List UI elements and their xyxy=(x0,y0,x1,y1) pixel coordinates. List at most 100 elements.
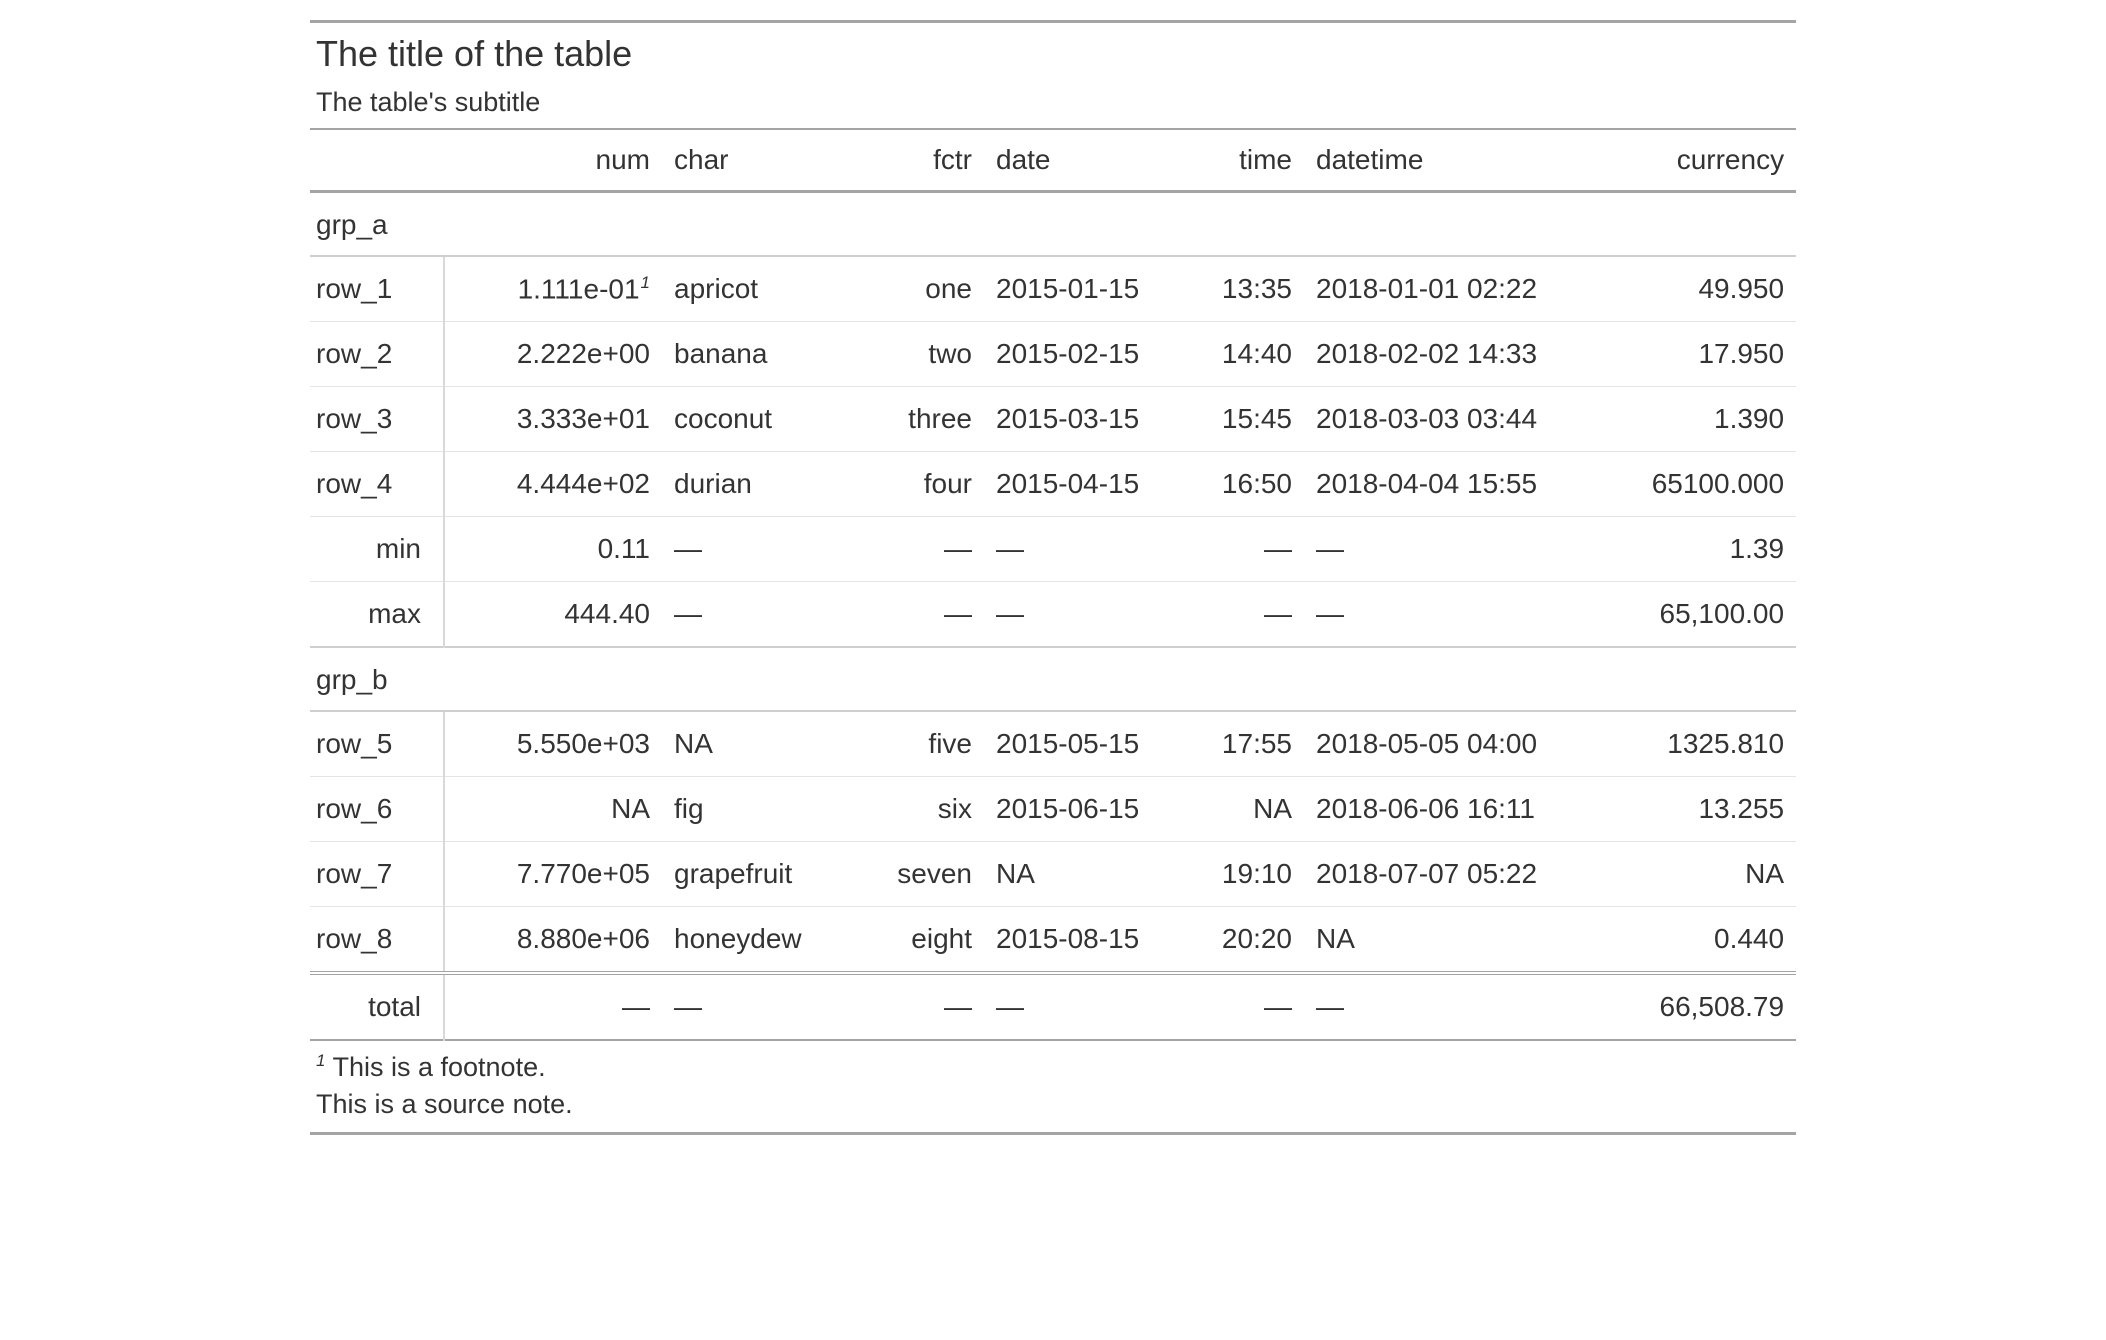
cell-currency: NA xyxy=(1604,842,1796,907)
cell-time: 15:45 xyxy=(1184,387,1304,452)
cell-date: 2015-03-15 xyxy=(984,387,1184,452)
col-char: char xyxy=(662,129,854,192)
summary-row-min: min 0.11 — — — — — 1.39 xyxy=(310,517,1796,582)
group-label-b: grp_b xyxy=(310,647,1796,711)
cell-currency: 13.255 xyxy=(1604,777,1796,842)
cell-currency: 17.950 xyxy=(1604,322,1796,387)
cell-date: — xyxy=(984,973,1184,1040)
grand-stub: total xyxy=(310,973,444,1040)
cell-char: banana xyxy=(662,322,854,387)
cell-datetime: — xyxy=(1304,973,1604,1040)
cell-currency: 65,100.00 xyxy=(1604,582,1796,648)
cell-datetime: — xyxy=(1304,517,1604,582)
table-row: row_4 4.444e+02 durian four 2015-04-15 1… xyxy=(310,452,1796,517)
cell-fctr: — xyxy=(854,517,984,582)
col-currency: currency xyxy=(1604,129,1796,192)
row-stub: row_1 xyxy=(310,256,444,322)
cell-num: NA xyxy=(444,777,662,842)
cell-char: apricot xyxy=(662,256,854,322)
footnote-ref: 1 xyxy=(640,273,650,292)
cell-datetime: 2018-03-03 03:44 xyxy=(1304,387,1604,452)
cell-date: NA xyxy=(984,842,1184,907)
cell-date: 2015-05-15 xyxy=(984,711,1184,777)
cell-time: 14:40 xyxy=(1184,322,1304,387)
row-stub: row_5 xyxy=(310,711,444,777)
row-stub: row_3 xyxy=(310,387,444,452)
cell-char: — xyxy=(662,517,854,582)
cell-currency: 1.39 xyxy=(1604,517,1796,582)
cell-fctr: five xyxy=(854,711,984,777)
cell-currency: 0.440 xyxy=(1604,907,1796,974)
cell-num: 4.444e+02 xyxy=(444,452,662,517)
table-row: row_1 1.111e-011 apricot one 2015-01-15 … xyxy=(310,256,1796,322)
cell-datetime: 2018-04-04 15:55 xyxy=(1304,452,1604,517)
group-label-a: grp_a xyxy=(310,192,1796,257)
stub-head xyxy=(310,129,444,192)
cell-char: coconut xyxy=(662,387,854,452)
summary-row-max: max 444.40 — — — — — 65,100.00 xyxy=(310,582,1796,648)
table-row: row_5 5.550e+03 NA five 2015-05-15 17:55… xyxy=(310,711,1796,777)
table-title: The title of the table xyxy=(316,33,632,74)
row-stub: row_8 xyxy=(310,907,444,974)
footnote: 1 This is a footnote. xyxy=(310,1040,1796,1087)
data-table: The title of the table The table's subti… xyxy=(310,20,1796,1135)
grand-summary-row: total — — — — — — 66,508.79 xyxy=(310,973,1796,1040)
cell-date: — xyxy=(984,582,1184,648)
row-stub: row_4 xyxy=(310,452,444,517)
cell-time: — xyxy=(1184,582,1304,648)
table-row: row_7 7.770e+05 grapefruit seven NA 19:1… xyxy=(310,842,1796,907)
cell-currency: 49.950 xyxy=(1604,256,1796,322)
cell-datetime: 2018-01-01 02:22 xyxy=(1304,256,1604,322)
table-row: row_3 3.333e+01 coconut three 2015-03-15… xyxy=(310,387,1796,452)
cell-num: 444.40 xyxy=(444,582,662,648)
row-stub: row_7 xyxy=(310,842,444,907)
cell-fctr: three xyxy=(854,387,984,452)
cell-fctr: — xyxy=(854,582,984,648)
cell-char: NA xyxy=(662,711,854,777)
cell-num: 1.111e-011 xyxy=(444,256,662,322)
row-stub: row_2 xyxy=(310,322,444,387)
cell-char: — xyxy=(662,582,854,648)
cell-datetime: 2018-02-02 14:33 xyxy=(1304,322,1604,387)
cell-datetime: — xyxy=(1304,582,1604,648)
col-fctr: fctr xyxy=(854,129,984,192)
cell-date: 2015-01-15 xyxy=(984,256,1184,322)
table-row: row_2 2.222e+00 banana two 2015-02-15 14… xyxy=(310,322,1796,387)
col-time: time xyxy=(1184,129,1304,192)
cell-fctr: four xyxy=(854,452,984,517)
cell-currency: 1.390 xyxy=(1604,387,1796,452)
cell-time: NA xyxy=(1184,777,1304,842)
cell-datetime: 2018-07-07 05:22 xyxy=(1304,842,1604,907)
cell-char: — xyxy=(662,973,854,1040)
cell-fctr: one xyxy=(854,256,984,322)
cell-time: 19:10 xyxy=(1184,842,1304,907)
cell-time: 13:35 xyxy=(1184,256,1304,322)
cell-char: fig xyxy=(662,777,854,842)
summary-stub: max xyxy=(310,582,444,648)
cell-date: 2015-04-15 xyxy=(984,452,1184,517)
cell-date: — xyxy=(984,517,1184,582)
cell-num: 5.550e+03 xyxy=(444,711,662,777)
cell-num: — xyxy=(444,973,662,1040)
col-datetime: datetime xyxy=(1304,129,1604,192)
cell-time: 20:20 xyxy=(1184,907,1304,974)
cell-num: 7.770e+05 xyxy=(444,842,662,907)
cell-fctr: two xyxy=(854,322,984,387)
cell-char: honeydew xyxy=(662,907,854,974)
table-subtitle: The table's subtitle xyxy=(316,87,1790,126)
col-num: num xyxy=(444,129,662,192)
cell-fctr: six xyxy=(854,777,984,842)
cell-num: 8.880e+06 xyxy=(444,907,662,974)
summary-stub: min xyxy=(310,517,444,582)
cell-currency: 66,508.79 xyxy=(1604,973,1796,1040)
cell-datetime: 2018-06-06 16:11 xyxy=(1304,777,1604,842)
source-note: This is a source note. xyxy=(310,1087,1796,1134)
cell-char: grapefruit xyxy=(662,842,854,907)
cell-num: 0.11 xyxy=(444,517,662,582)
cell-num: 2.222e+00 xyxy=(444,322,662,387)
cell-num: 3.333e+01 xyxy=(444,387,662,452)
cell-time: 16:50 xyxy=(1184,452,1304,517)
cell-fctr: eight xyxy=(854,907,984,974)
row-stub: row_6 xyxy=(310,777,444,842)
cell-fctr: — xyxy=(854,973,984,1040)
